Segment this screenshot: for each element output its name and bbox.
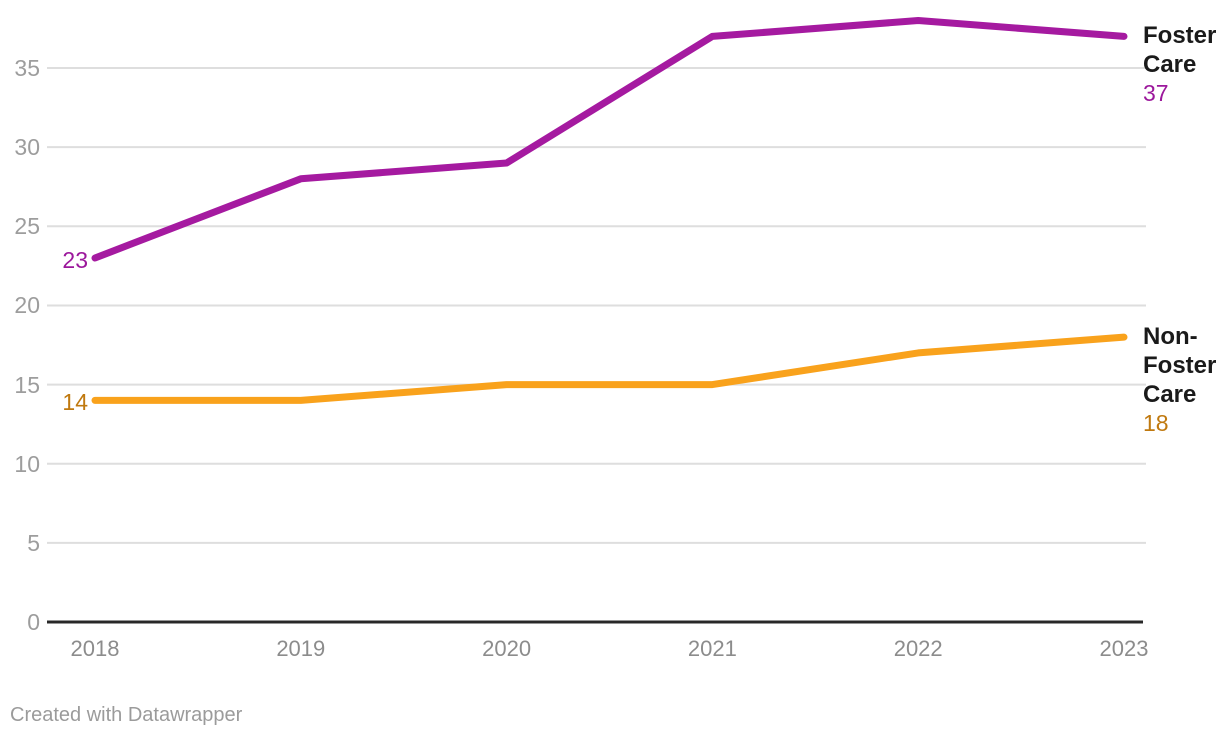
line-start-value: 23 [62,246,88,273]
y-tick-label: 30 [14,134,40,161]
attribution-text: Created with Datawrapper [10,704,243,726]
y-tick-label: 10 [14,450,40,477]
x-tick-label: 2021 [687,636,737,661]
x-tick-label: 2022 [893,636,943,661]
series-line-foster-care [91,17,1128,262]
line-start-value: 14 [62,389,88,416]
x-tick-label: 2020 [482,636,532,661]
y-tick-label: 25 [14,213,40,240]
y-tick-label: 5 [27,529,40,556]
series-label-foster-care: Foster Care 37 [1143,21,1220,108]
x-tick-label: 2019 [276,636,326,661]
series-name: Foster Care [1143,22,1217,79]
x-tick-label: 2023 [1099,636,1149,661]
series-end-value: 18 [1143,410,1169,437]
x-tick-label: 2018 [70,636,120,661]
y-tick-label: 20 [14,292,40,319]
series-label-non-foster-care: Non-Foster Care 18 [1143,322,1220,438]
y-tick-label: 0 [27,609,40,635]
series-end-value: 37 [1143,80,1169,107]
series-line-non-foster-care [91,333,1128,404]
y-tick-label: 35 [14,55,40,82]
series-name: Non-Foster Care [1143,323,1217,409]
y-tick-label: 15 [14,371,40,398]
